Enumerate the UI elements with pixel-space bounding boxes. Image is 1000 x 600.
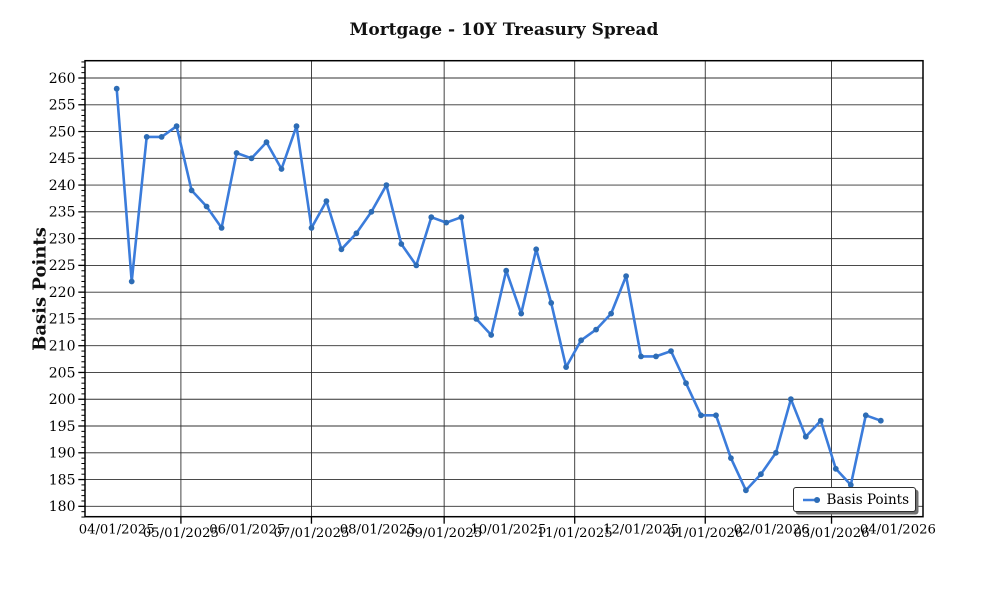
data-point <box>743 487 749 494</box>
data-point <box>533 246 540 253</box>
data-point <box>338 246 345 253</box>
data-point <box>473 316 480 322</box>
x-tick-label: 10/01/2025 <box>470 522 546 537</box>
data-point <box>713 412 719 419</box>
data-point <box>188 187 195 194</box>
plot-border <box>84 59 924 518</box>
data-point <box>638 353 644 360</box>
data-point <box>698 412 704 419</box>
data-point <box>593 326 599 333</box>
y-tick-label: 255 <box>49 98 76 114</box>
y-tick-label: 215 <box>49 312 76 328</box>
y-tick-label: 200 <box>49 392 76 408</box>
data-point <box>653 353 659 360</box>
data-point <box>323 198 330 205</box>
y-tick-label: 225 <box>49 258 76 274</box>
data-point <box>398 241 405 247</box>
y-tick-label: 180 <box>49 499 76 515</box>
y-tick-label: 220 <box>49 285 76 301</box>
x-tick-label: 01/01/2026 <box>667 526 743 541</box>
data-point <box>443 219 450 226</box>
data-point <box>862 412 869 419</box>
data-point <box>832 465 839 472</box>
data-point <box>278 166 285 172</box>
x-tick-label: 06/01/2025 <box>209 522 285 537</box>
data-point <box>847 482 854 488</box>
y-tick-label: 235 <box>49 205 76 221</box>
y-tick-label: 205 <box>49 365 76 381</box>
data-point <box>563 364 569 370</box>
data-point <box>817 417 824 424</box>
x-tick-label: 05/01/2025 <box>143 526 219 541</box>
data-line <box>115 87 883 492</box>
chart-title: Mortgage - 10Y Treasury Spread <box>349 20 659 40</box>
data-point <box>383 182 390 189</box>
legend: Basis Points <box>793 487 916 512</box>
data-point <box>488 332 495 338</box>
data-point <box>308 225 315 231</box>
x-tick-label: 11/01/2025 <box>537 526 613 541</box>
data-point <box>683 380 689 387</box>
data-point <box>518 310 525 317</box>
data-point <box>578 337 584 344</box>
x-tick-label: 12/01/2025 <box>603 522 679 537</box>
x-tick-label: 08/01/2025 <box>340 522 416 537</box>
x-tick-label: 09/01/2025 <box>406 526 482 541</box>
x-tick-label: 03/01/2026 <box>794 526 870 541</box>
data-point <box>143 134 150 140</box>
y-tick-label: 260 <box>49 71 76 87</box>
data-point <box>758 471 764 478</box>
data-point <box>428 214 435 221</box>
y-tick-label: 250 <box>49 124 76 140</box>
y-tick-label: 210 <box>49 339 76 355</box>
data-point <box>293 123 300 130</box>
data-point <box>668 348 674 354</box>
data-point <box>788 396 794 403</box>
legend-line-marker-icon <box>803 496 820 503</box>
y-tick-label: 195 <box>49 419 76 435</box>
data-point <box>128 278 135 285</box>
data-point <box>802 433 809 440</box>
data-point <box>158 134 165 140</box>
legend-label: Basis Points <box>826 491 909 508</box>
x-tick-label: 07/01/2025 <box>273 526 349 541</box>
data-point <box>173 123 180 130</box>
data-point <box>353 230 360 237</box>
data-point <box>203 203 210 210</box>
data-point <box>548 300 555 306</box>
x-tick-label: 04/01/2026 <box>860 522 936 537</box>
x-tick-label: 04/01/2025 <box>79 522 155 537</box>
data-point <box>503 267 510 274</box>
data-point <box>413 262 420 269</box>
data-point <box>218 225 225 231</box>
x-tick-label: 02/01/2026 <box>734 522 810 537</box>
y-tick-label: 245 <box>49 151 76 167</box>
data-point <box>877 417 884 424</box>
legend-sample-marker <box>814 496 820 503</box>
data-point <box>113 85 120 92</box>
data-point <box>458 214 465 221</box>
data-point <box>248 155 255 162</box>
data-point <box>233 150 240 156</box>
data-point <box>728 455 734 461</box>
y-tick-label: 240 <box>49 178 76 194</box>
y-tick-label: 230 <box>49 231 76 247</box>
data-point <box>773 449 779 456</box>
y-tick-label: 190 <box>49 446 76 462</box>
data-point <box>623 273 629 279</box>
data-point <box>608 310 614 317</box>
data-point <box>368 208 375 215</box>
data-point <box>263 139 270 146</box>
y-tick-label: 185 <box>49 472 76 488</box>
